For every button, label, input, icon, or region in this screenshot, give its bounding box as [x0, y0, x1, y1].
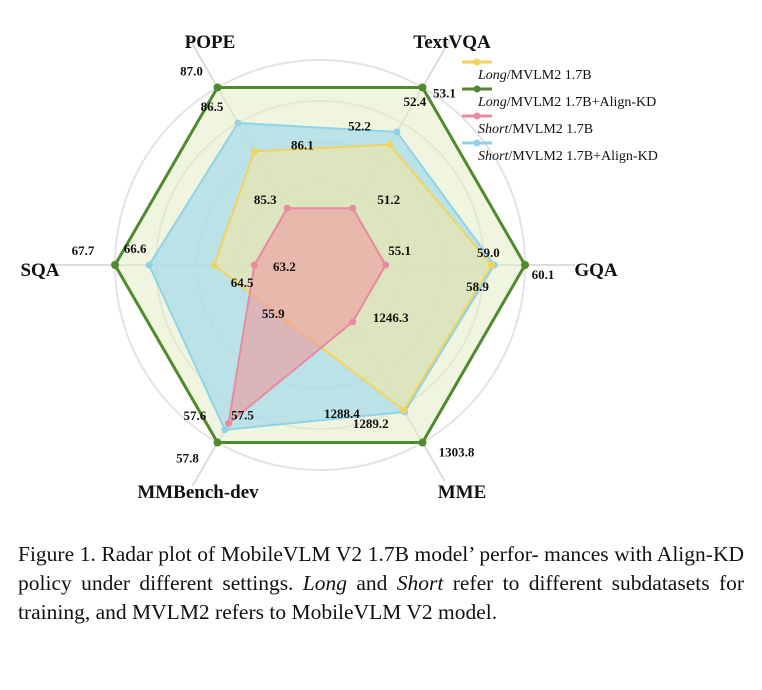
short-mvlm2-series-value-label-6: 85.3 [254, 192, 277, 207]
axis-label-textvqa: TextVQA [413, 32, 491, 53]
long-mvlm2-series-value-label-6: 86.1 [291, 137, 314, 152]
short-mvlm2-series-point-2 [382, 261, 390, 269]
axis-label-pope: POPE [185, 32, 236, 53]
short-mvlm2-alignkd-series-point-6 [234, 119, 242, 127]
long-mvlm2-alignkd-series-value-label-6: 87.0 [180, 63, 203, 78]
long-mvlm2-series-value-label-2: 58.9 [466, 279, 489, 294]
long-mvlm2-alignkd-series-value-label-2: 60.1 [532, 267, 555, 282]
short-mvlm2-alignkd-series-point-4 [221, 426, 229, 434]
long-mvlm2-series-point-2 [488, 261, 496, 269]
radar-value-labels: 52.2 58.9 1288.4 55.9 64.5 86.1 53.1 60.1 1303.8… [72, 63, 555, 465]
long-mvlm2-alignkd-series-point-5 [111, 261, 119, 269]
short-mvlm2-alignkd-series-value-label-3: 1289.2 [353, 416, 389, 431]
axis-label-gqa: GQA [574, 260, 618, 281]
long-mvlm2-series-value-label-4: 55.9 [262, 306, 285, 321]
short-mvlm2-series-value-label-3: 1246.3 [373, 310, 409, 325]
caption-prefix: Figure 1. Radar plot of MobileVLM V2 1.7… [18, 542, 744, 595]
caption-long-word: Long [302, 571, 348, 595]
long-mvlm2-series-point-5 [210, 261, 218, 269]
long-mvlm2-alignkd-series-point-2 [521, 261, 529, 269]
long-mvlm2-alignkd-series-value-label-3: 1303.8 [439, 445, 475, 460]
short-mvlm2-series-point-6 [283, 204, 291, 212]
caption-mid: and [347, 571, 397, 595]
short-mvlm2-alignkd-series-value-label-2: 59.0 [477, 245, 500, 260]
short-mvlm2-alignkd-series-value-label-5: 66.6 [124, 241, 147, 256]
radar-series [111, 83, 529, 447]
long-mvlm2-alignkd-series-point-6 [213, 83, 222, 92]
legend-marker-4 [473, 139, 481, 147]
short-mvlm2-alignkd-series-value-label-1: 52.4 [403, 94, 426, 109]
axis-label-sqa: SQA [20, 260, 59, 281]
legend-entry-3: Short/MVLM2 1.7B [478, 122, 593, 137]
long-mvlm2-alignkd-series-point-3 [418, 438, 427, 447]
legend-marker-1 [473, 58, 481, 66]
short-mvlm2-series-value-label-4: 57.5 [231, 407, 254, 422]
long-mvlm2-alignkd-series-value-label-1: 53.1 [433, 85, 456, 100]
short-mvlm2-series-value-label-1: 51.2 [377, 192, 400, 207]
short-mvlm2-alignkd-series-value-label-4: 57.6 [183, 408, 206, 423]
caption-short-word: Short [396, 571, 444, 595]
short-mvlm2-alignkd-series-value-label-6: 86.5 [201, 99, 224, 114]
short-mvlm2-alignkd-series-point-5 [145, 261, 153, 269]
legend-marker-3 [473, 112, 481, 120]
long-mvlm2-alignkd-series-point-4 [213, 438, 222, 447]
figure-caption: Figure 1. Radar plot of MobileVLM V2 1.7… [18, 540, 744, 627]
long-mvlm2-alignkd-series-value-label-5: 67.7 [72, 243, 95, 258]
chart-legend: Long/MVLM2 1.7B Long/MVLM2 1.7B+Align-KD S… [462, 58, 658, 164]
long-mvlm2-series-point-6 [250, 147, 258, 155]
short-mvlm2-series-value-label-2: 55.1 [388, 243, 411, 258]
short-mvlm2-series-value-label-5: 63.2 [273, 259, 296, 274]
short-mvlm2-alignkd-series-point-1 [393, 128, 401, 136]
legend-entry-1: Long/MVLM2 1.7B [477, 68, 592, 83]
radar-chart: 52.2 58.9 1288.4 55.9 64.5 86.1 53.1 60.1 1303.8… [20, 32, 658, 503]
short-mvlm2-series-point-3 [349, 318, 357, 326]
long-mvlm2-series-value-label-1: 52.2 [348, 119, 371, 134]
long-mvlm2-alignkd-series-value-label-4: 57.8 [176, 451, 199, 466]
legend-entry-4: Short/MVLM2 1.7B+Align-KD [478, 149, 658, 164]
axis-label-mmbench-dev: MMBench-dev [137, 482, 259, 503]
short-mvlm2-series-point-1 [349, 204, 357, 212]
long-mvlm2-series-value-label-5: 64.5 [231, 275, 254, 290]
long-mvlm2-series-point-3 [400, 406, 408, 414]
legend-entry-2: Long/MVLM2 1.7B+Align-KD [477, 95, 656, 110]
long-mvlm2-series-value-label-3: 1288.4 [324, 406, 360, 421]
long-mvlm2-series-point-1 [385, 141, 393, 149]
long-mvlm2-alignkd-series-point-1 [418, 83, 427, 92]
short-mvlm2-series-point-4 [225, 419, 233, 427]
radar-axis-labels: TextVQA GQA MME MMBench-dev SQA POPE [20, 32, 617, 503]
legend-marker-2 [473, 85, 481, 93]
caption-suffix: refer to different subdatasets for train… [18, 571, 745, 624]
axis-label-mme: MME [438, 482, 487, 503]
short-mvlm2-series-point-5 [250, 261, 258, 269]
